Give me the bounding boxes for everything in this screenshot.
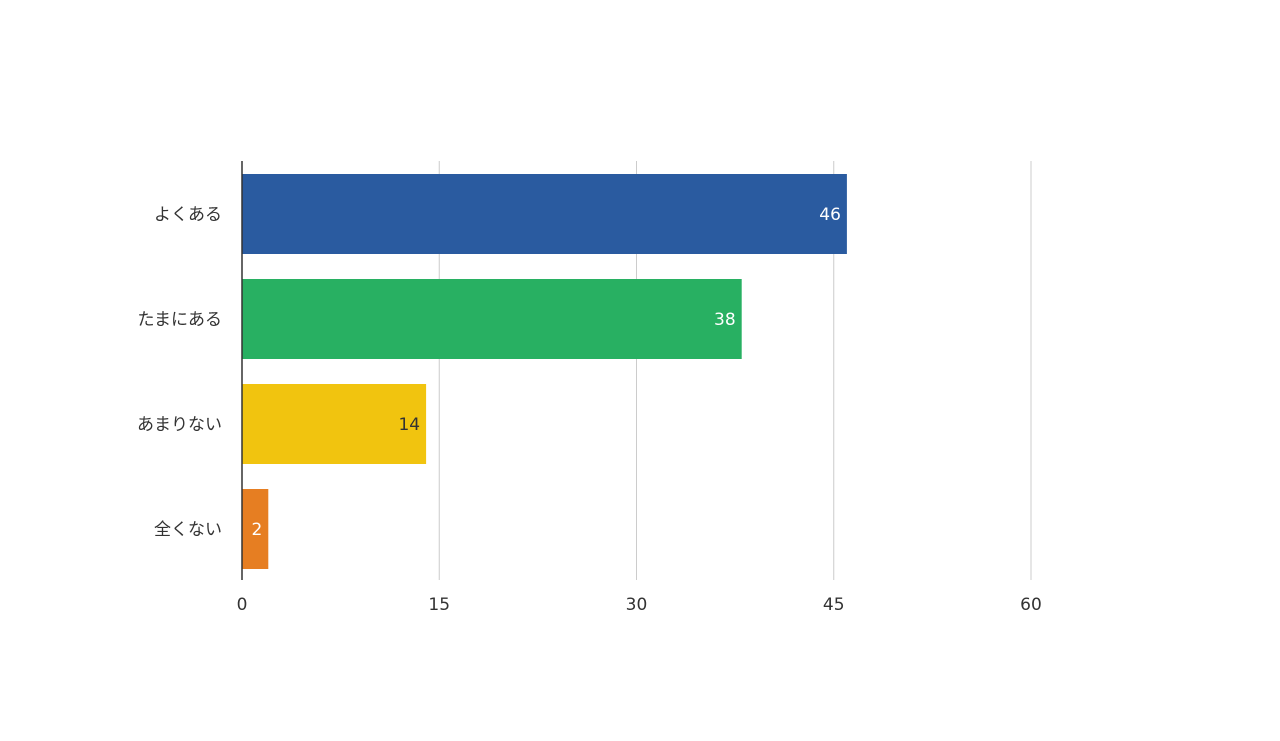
x-tick-label: 45 (823, 595, 845, 615)
value-label: 2 (251, 520, 262, 540)
x-tick-label: 60 (1020, 595, 1042, 615)
value-labels: 46 38 14 2 (251, 205, 840, 540)
bars (242, 174, 847, 569)
bar (242, 489, 269, 569)
value-label: 14 (398, 415, 420, 435)
x-tick-labels: 0 15 30 45 60 (237, 595, 1042, 615)
value-label: 38 (714, 310, 736, 330)
value-label: 46 (819, 205, 841, 225)
x-tick-label: 0 (237, 595, 248, 615)
x-tick-label: 15 (428, 595, 450, 615)
category-label: たまにある (138, 310, 223, 330)
x-tick-label: 30 (626, 595, 648, 615)
bar (242, 279, 742, 359)
category-label: 全くない (154, 520, 222, 540)
bar (242, 174, 847, 254)
category-label: あまりない (137, 415, 222, 435)
bar (242, 384, 427, 464)
category-label: よくある (154, 205, 222, 225)
